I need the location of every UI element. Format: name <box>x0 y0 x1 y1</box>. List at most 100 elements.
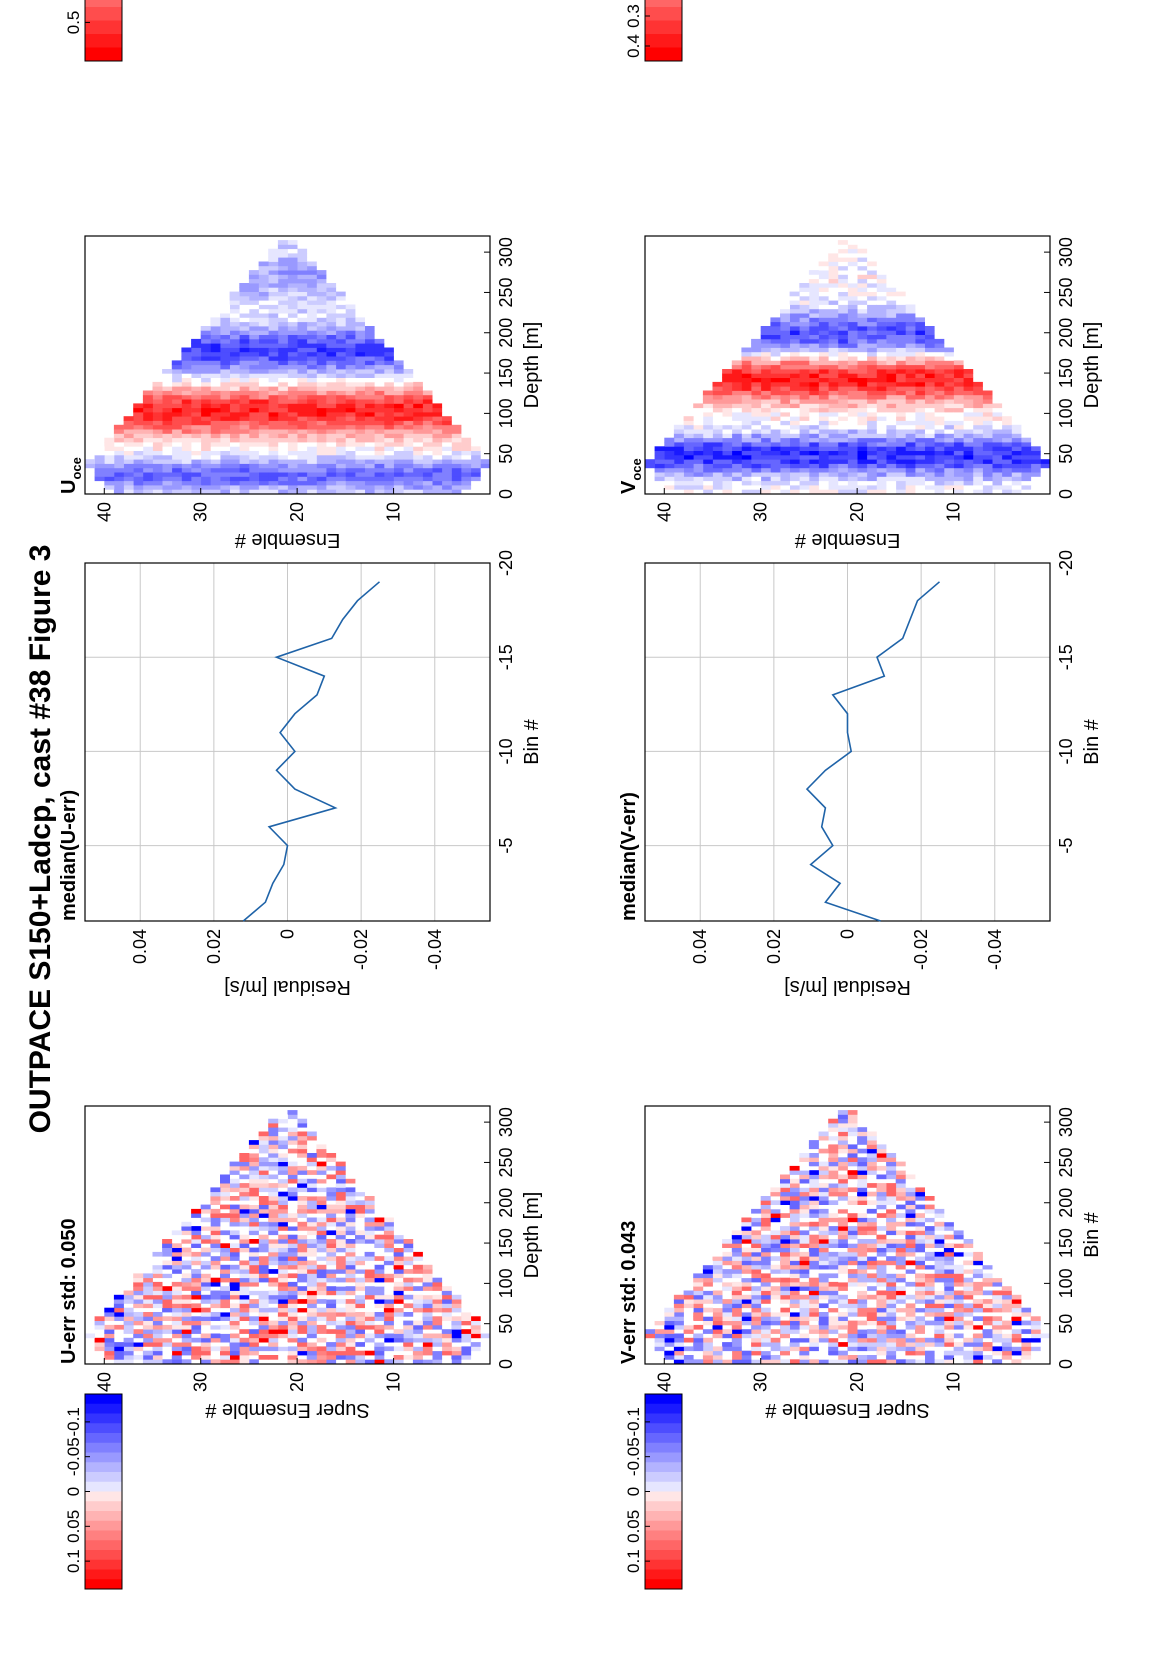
heatmap-cell <box>943 1303 954 1309</box>
heatmap-cell <box>818 1170 829 1175</box>
heatmap-cell <box>760 1342 771 1347</box>
heatmap-cell <box>306 1320 317 1326</box>
heatmap-cell <box>171 463 182 469</box>
heatmap-cell <box>268 1131 279 1137</box>
heatmap-cell <box>113 1342 124 1347</box>
heatmap-cell <box>181 1320 192 1326</box>
heatmap-cell <box>258 463 269 469</box>
heatmap-cell <box>133 1294 144 1300</box>
bin-tick-label: -20 <box>1056 550 1076 576</box>
heatmap-cell <box>432 407 443 413</box>
heatmap-cell <box>393 360 404 366</box>
heatmap-cell <box>953 484 964 490</box>
heatmap-cell <box>905 1346 916 1352</box>
colorbar-tick-label: -0.05 <box>624 1437 643 1476</box>
heatmap-cell <box>123 420 134 426</box>
heatmap-cell <box>287 364 298 370</box>
heatmap-cell <box>818 1256 829 1261</box>
heatmap-cell <box>780 399 790 404</box>
heatmap-cell <box>393 420 404 426</box>
heatmap-cell <box>355 347 365 353</box>
heatmap-cell <box>316 424 327 430</box>
heatmap-cell <box>345 343 356 348</box>
heatmap-cell <box>934 467 945 473</box>
heatmap-cell <box>306 1208 317 1214</box>
heatmap-cell <box>886 287 897 292</box>
heatmap-cell <box>722 1273 733 1279</box>
heatmap-cell <box>828 1307 839 1313</box>
heatmap-cell <box>191 450 202 456</box>
heatmap-cell <box>239 356 250 361</box>
colorbar-swatch <box>645 1510 682 1521</box>
heatmap-cell <box>905 386 916 391</box>
heatmap-cell <box>297 313 308 318</box>
heatmap-cell <box>248 450 259 456</box>
heatmap-cell <box>393 480 404 486</box>
heatmap-cell <box>258 1303 269 1309</box>
heatmap-cell <box>403 407 414 413</box>
heatmap-cell <box>191 437 202 443</box>
heatmap-cell <box>866 270 877 275</box>
heatmap-cell <box>152 1269 163 1274</box>
heatmap-cell <box>943 446 954 451</box>
heatmap-cell <box>162 463 173 469</box>
heatmap-cell <box>673 1342 684 1347</box>
heatmap-cell <box>857 248 868 254</box>
line-plot-frame <box>84 562 491 922</box>
heatmap-cell <box>229 334 240 340</box>
heatmap-cell <box>847 287 858 292</box>
heatmap-cell <box>393 416 404 421</box>
heatmap-cell <box>915 1346 925 1352</box>
heatmap-cell <box>345 321 356 327</box>
heatmap-cell <box>780 403 790 409</box>
heatmap-cell <box>818 1174 829 1180</box>
heatmap-cell <box>828 489 839 494</box>
heatmap-cell <box>818 386 829 391</box>
heatmap-cell <box>113 1294 124 1300</box>
heatmap-cell <box>383 1324 394 1330</box>
heatmap-cell <box>789 394 800 400</box>
heatmap-cell <box>191 390 202 396</box>
heatmap-cell <box>239 360 250 366</box>
residual-tick-label: 0 <box>278 929 298 939</box>
heatmap-cell <box>866 446 877 451</box>
heatmap-cell <box>673 1316 684 1321</box>
heatmap-cell <box>220 1299 230 1304</box>
heatmap-cell <box>422 1269 433 1274</box>
heatmap-cell <box>200 368 211 374</box>
heatmap-cell <box>268 1200 279 1205</box>
heatmap-cell <box>943 433 954 439</box>
heatmap-cell <box>866 463 877 469</box>
heatmap-cell <box>220 420 230 426</box>
heatmap-cell <box>818 390 829 396</box>
heatmap-cell <box>142 411 153 417</box>
heatmap-cell <box>393 1269 404 1274</box>
heatmap-cell <box>886 373 897 378</box>
heatmap-cell <box>731 1350 742 1356</box>
heatmap-cell <box>152 1329 163 1334</box>
heatmap-cell <box>972 1359 983 1364</box>
heatmap-cell <box>1021 1342 1032 1347</box>
heatmap-cell <box>277 1286 288 1291</box>
heatmap-cell <box>982 416 993 421</box>
heatmap-cell <box>345 424 356 430</box>
heatmap-cell <box>915 1320 925 1326</box>
heatmap-cell <box>123 429 134 434</box>
heatmap-cell <box>248 1226 259 1231</box>
heatmap-cell <box>345 1247 356 1253</box>
heatmap-cell <box>220 1277 230 1283</box>
heatmap-cell <box>1001 450 1012 456</box>
heatmap-cell <box>818 282 829 288</box>
heatmap-cell <box>229 313 240 318</box>
heatmap-cell <box>220 390 230 396</box>
heatmap-cell <box>258 1183 269 1188</box>
heatmap-cell <box>857 334 868 340</box>
heatmap-cell <box>818 446 829 451</box>
heatmap-cell <box>924 394 935 400</box>
heatmap-cell <box>857 282 868 288</box>
heatmap-cell <box>886 1333 897 1339</box>
heatmap-cell <box>345 1324 356 1330</box>
heatmap-cell <box>441 480 452 486</box>
heatmap-cell <box>828 1251 839 1257</box>
heatmap-cell <box>876 454 887 460</box>
